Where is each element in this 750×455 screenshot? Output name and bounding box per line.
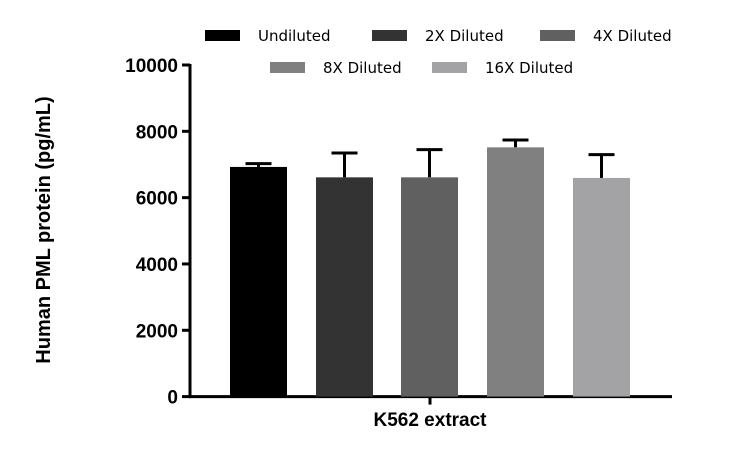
legend: Undiluted 2X Diluted 4X Diluted 8X Diluted 1…: [205, 27, 672, 77]
y-axis-label: Human PML protein (pg/mL): [33, 96, 55, 363]
legend-label: 2X Diluted: [425, 27, 504, 45]
legend-swatch: [540, 30, 575, 41]
y-tick-label: 4000: [136, 255, 178, 276]
bar-8x-diluted: [487, 147, 544, 397]
legend-label: 4X Diluted: [593, 27, 672, 45]
y-tick-label: 2000: [136, 321, 178, 342]
bars: [230, 138, 630, 397]
legend-swatch: [372, 30, 407, 41]
bar-4x-diluted: [401, 177, 458, 397]
legend-label: Undiluted: [258, 27, 330, 45]
bar-undiluted: [230, 166, 287, 397]
legend-swatch: [270, 62, 305, 73]
y-tick-label: 0: [167, 388, 178, 409]
bar-16x-diluted: [573, 177, 630, 397]
y-tick-label: 10000: [125, 56, 178, 77]
bar-2x-diluted: [316, 177, 373, 397]
y-tick-label: 6000: [136, 189, 178, 210]
x-axis-label: K562 extract: [373, 410, 487, 431]
legend-label: 16X Diluted: [485, 59, 573, 77]
legend-label: 8X Diluted: [323, 59, 402, 77]
legend-swatch: [205, 30, 240, 41]
legend-swatch: [432, 62, 467, 73]
y-axis: 0 2000 4000 6000 8000 10000: [125, 56, 672, 409]
y-tick-label: 8000: [136, 122, 178, 143]
